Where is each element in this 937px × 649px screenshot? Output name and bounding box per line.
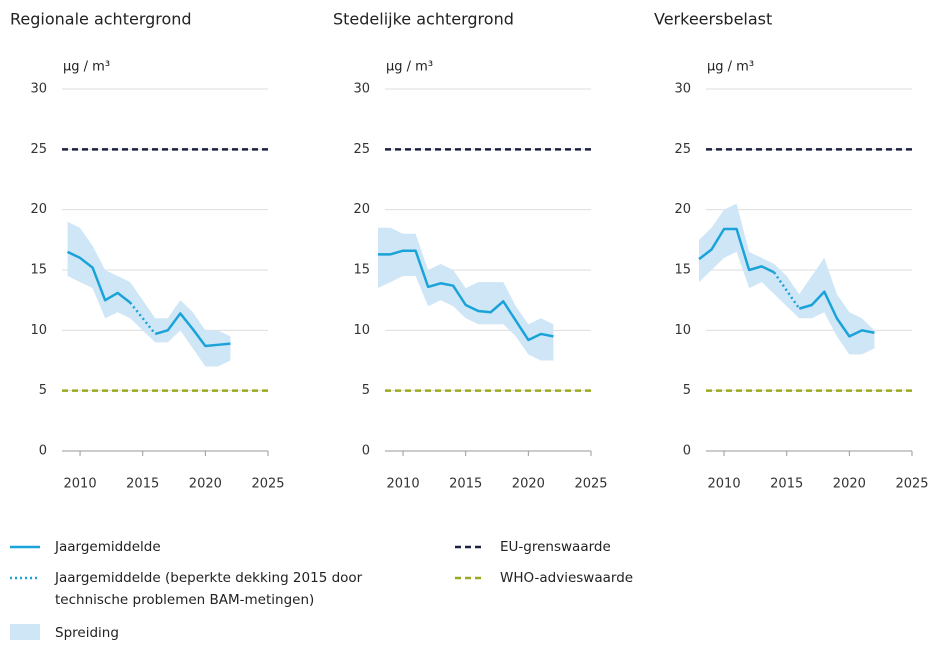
- panel-title: Regionale achtergrond: [10, 10, 192, 29]
- y-axis-unit: µg / m³: [386, 60, 433, 75]
- x-tick-label: 2025: [251, 477, 284, 492]
- x-tick-label: 2025: [895, 477, 928, 492]
- data-line: [66, 250, 231, 348]
- y-tick-label: 10: [353, 323, 370, 338]
- y-tick-label: 10: [30, 323, 47, 338]
- x-tick-label: 2015: [770, 477, 803, 492]
- x-tick-label: 2020: [512, 477, 545, 492]
- spread-band: [699, 203, 875, 355]
- y-tick-label: 5: [683, 383, 691, 398]
- data-line: [378, 249, 554, 342]
- x-tick-label: 2020: [833, 477, 866, 492]
- legend: Jaargemiddelde Jaargemiddelde (beperkte …: [10, 539, 633, 641]
- y-tick-label: 20: [30, 202, 47, 217]
- y-tick-label: 25: [353, 142, 370, 157]
- legend-swatch: [10, 624, 40, 640]
- x-tick-label: 2025: [574, 477, 607, 492]
- x-tick-label: 2015: [449, 477, 482, 492]
- y-tick-label: 25: [30, 142, 47, 157]
- y-tick-label: 5: [39, 383, 47, 398]
- data-line: [773, 271, 801, 310]
- legend-label: Spreiding: [55, 625, 119, 641]
- x-tick-label: 2020: [189, 477, 222, 492]
- y-tick-label: 0: [683, 444, 691, 459]
- data-line: [698, 227, 875, 338]
- x-tick-label: 2015: [126, 477, 159, 492]
- y-tick-label: 15: [674, 263, 691, 278]
- y-tick-label: 30: [30, 82, 47, 97]
- spread-band: [378, 227, 554, 361]
- y-tick-label: 0: [39, 444, 47, 459]
- data-line: [129, 301, 157, 335]
- legend-label: Jaargemiddelde: [54, 539, 161, 555]
- y-axis-unit: µg / m³: [63, 60, 110, 75]
- panel-title: Stedelijke achtergrond: [333, 10, 514, 29]
- x-tick-label: 2010: [387, 477, 420, 492]
- y-tick-label: 25: [674, 142, 691, 157]
- x-tick-label: 2010: [708, 477, 741, 492]
- y-axis-unit: µg / m³: [707, 60, 754, 75]
- legend-label: WHO-advieswaarde: [500, 570, 633, 586]
- legend-label: Jaargemiddelde (beperkte dekking 2015 do…: [54, 570, 363, 586]
- x-tick-label: 2010: [64, 477, 97, 492]
- y-tick-label: 10: [674, 323, 691, 338]
- y-tick-label: 5: [362, 383, 370, 398]
- y-tick-label: 15: [353, 263, 370, 278]
- y-tick-label: 15: [30, 263, 47, 278]
- y-tick-label: 20: [674, 202, 691, 217]
- legend-label: technische problemen BAM-metingen): [55, 592, 314, 608]
- y-tick-label: 20: [353, 202, 370, 217]
- y-tick-label: 30: [674, 82, 691, 97]
- y-tick-label: 0: [362, 444, 370, 459]
- panel-title: Verkeersbelast: [654, 10, 772, 29]
- spread-band: [67, 221, 231, 367]
- legend-label: EU-grenswaarde: [500, 539, 611, 555]
- y-tick-label: 30: [353, 82, 370, 97]
